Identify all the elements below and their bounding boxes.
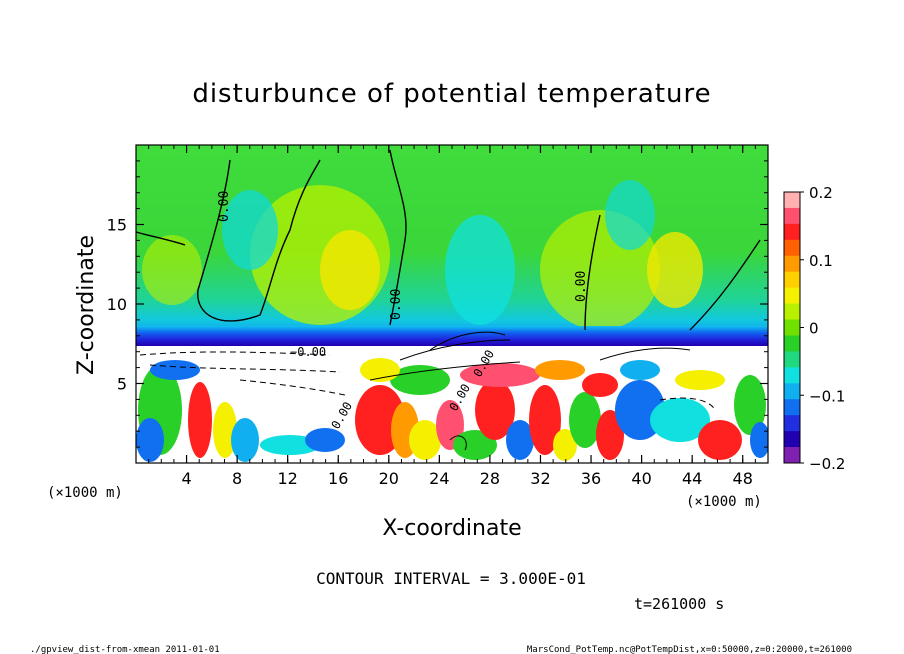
yellow-lobe [320,230,380,310]
footer-right: MarsCond_PotTemp.nc@PotTempDist,x=0:5000… [527,645,852,654]
lime-lobe-left [142,235,202,305]
colorbar-segment [784,271,800,289]
y-axis-title: Z-coordinate [74,235,99,375]
chart-title: disturbunce of potential temperature [192,79,711,109]
x-unit-label-left: (×1000 m) [47,485,123,501]
x-axis-title: X-coordinate [382,516,521,541]
colorbar-segment [784,207,800,225]
colorbar-segment [784,367,800,384]
colorbar-segment [784,287,800,305]
cyan-patch [605,180,655,250]
colorbar-segment [784,415,800,432]
y-axis: 5 10 15 [107,160,768,448]
colorbar-tick-label: −0.2 [809,455,845,473]
colorbar-segment [784,399,800,416]
x-tick-label: 44 [682,469,702,488]
colorbar-tick-label: 0 [809,320,819,338]
colorbar-tick-label: 0.1 [809,252,833,270]
plot-area: 0.00 0.00 0.00 0.00 −0.00 0.00 0.00 [136,145,768,463]
turbulent-patches [136,358,768,462]
colorbar-segment [784,223,800,241]
time-label: t=261000 s [634,595,724,613]
colorbar-ticks: 0.2 0.1 0 −0.1 −0.2 [800,184,845,473]
negative-contours [139,351,716,411]
colorbar-segment [784,255,800,273]
negative-band [136,326,768,346]
x-tick-label: 40 [631,469,651,488]
colorbar-segment [784,319,800,336]
colorbar-segment [784,335,800,352]
x-tick-label: 8 [232,469,242,488]
contour-lines [136,149,761,331]
colorbar-segment [784,303,800,321]
contour-interval-note: CONTOUR INTERVAL = 3.000E-01 [316,569,586,588]
x-tick-label: 16 [328,469,348,488]
contour-label: 0.00 [574,271,589,302]
contour-label: −0.00 [290,345,326,359]
footer-left: ./gpview_dist-from-xmean 2011-01-01 [30,645,220,654]
x-tick-label: 32 [530,469,550,488]
colorbar-segment [784,431,800,448]
colorbar-tick-label: 0.2 [809,184,833,202]
y-tick-label: 5 [117,375,127,394]
y-tick-label: 10 [107,295,127,314]
x-tick-label: 4 [181,469,191,488]
positive-contours [369,331,691,451]
contour-label: 0.00 [389,289,404,320]
colorbar [783,191,801,464]
cyan-patch [222,190,278,270]
colorbar-segment [784,447,800,464]
colorbar-segment [784,351,800,368]
colorbar-segment [784,239,800,257]
x-tick-label: 28 [480,469,500,488]
x-tick-label: 12 [278,469,298,488]
colorbar-segment [784,192,800,209]
yellow-lobe-right [647,232,703,308]
colorbar-segment [784,383,800,400]
x-tick-label: 36 [581,469,601,488]
x-unit-label-right: (×1000 m) [686,494,762,510]
colorbar-tick-label: −0.1 [809,387,845,405]
x-tick-label: 48 [733,469,753,488]
x-tick-label: 20 [379,469,399,488]
contour-label: 0.00 [217,191,232,222]
y-tick-label: 15 [107,216,127,235]
x-axis: 4 8 12 16 20 24 28 32 36 40 44 48 [148,145,756,488]
x-tick-label: 24 [429,469,449,488]
cyan-patch [445,215,515,325]
